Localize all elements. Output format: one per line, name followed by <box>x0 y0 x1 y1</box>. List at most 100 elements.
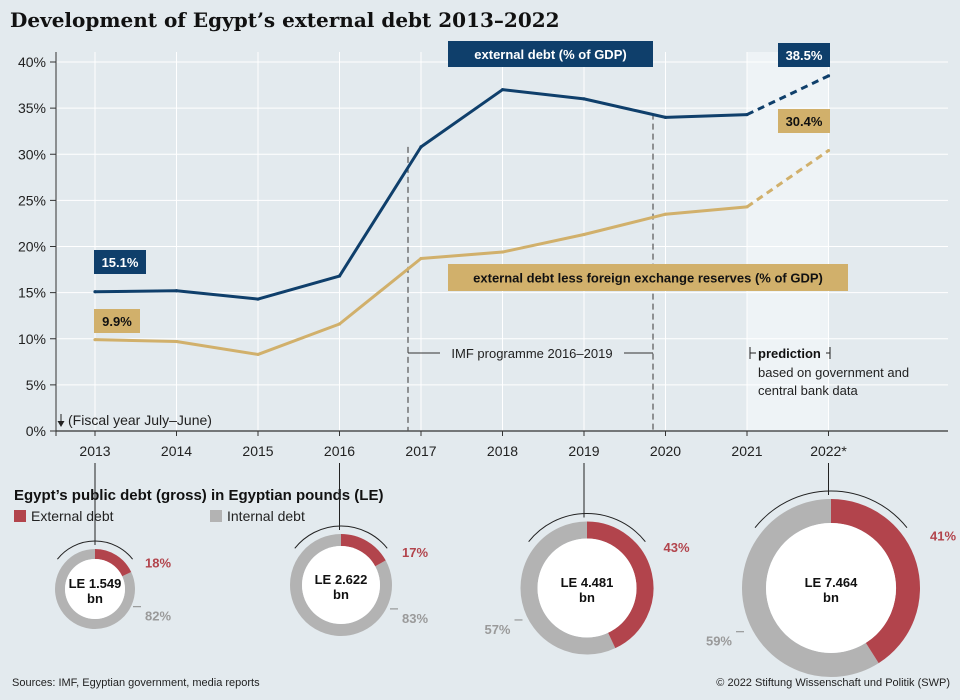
data-point <box>745 205 749 209</box>
prediction-note-line: based on government and <box>758 365 909 380</box>
donut-bracket-arc <box>294 525 388 549</box>
y-tick-label: 40% <box>18 54 46 70</box>
donut-segment-external <box>830 499 920 664</box>
sources-note: Sources: IMF, Egyptian government, media… <box>12 677 260 689</box>
donut-center <box>766 523 896 653</box>
data-point <box>174 339 179 344</box>
data-point <box>256 352 260 357</box>
series-prediction-0 <box>746 74 830 116</box>
value-label-2022-gold: 30.4% <box>786 114 823 129</box>
fiscal-year-arrowhead <box>57 421 65 427</box>
y-tick-label: 25% <box>18 192 46 208</box>
internal-share-label: 59% <box>706 634 732 649</box>
donut-segment-external <box>340 534 386 567</box>
legend-label-external-debt-box <box>448 41 653 67</box>
data-point <box>174 289 179 293</box>
x-tick-label: 2019 <box>568 443 599 459</box>
value-label-2022-blue: 38.5% <box>786 48 823 63</box>
donut-segment-internal <box>742 499 879 677</box>
data-point <box>582 232 586 237</box>
internal-share-label: 82% <box>145 609 171 624</box>
donut-bracket-arc <box>528 513 646 543</box>
donut-total-unit: bn <box>333 587 349 602</box>
external-share-label: 43% <box>664 540 690 555</box>
donut-total-label: LE 2.622 <box>315 572 368 587</box>
donut-total-unit: bn <box>87 591 103 606</box>
x-tick-label: 2016 <box>324 443 355 459</box>
series-prediction-1 <box>746 149 830 209</box>
x-tick-label: 2013 <box>79 443 110 459</box>
data-point <box>419 145 423 149</box>
data-point <box>337 274 342 278</box>
donut-center <box>537 538 637 638</box>
legend-item-label: Internal debt <box>227 508 305 524</box>
donut-segment-internal <box>520 521 616 655</box>
prediction-title: prediction <box>758 346 821 361</box>
y-tick-label: 35% <box>18 100 46 116</box>
copyright-note: © 2022 Stiftung Wissenschaft und Politik… <box>716 677 950 689</box>
legend-swatch <box>14 510 26 522</box>
y-tick-label: 10% <box>18 331 46 347</box>
external-share-label: 17% <box>402 545 428 560</box>
data-point <box>826 148 831 153</box>
data-point <box>419 256 423 261</box>
chart-title: Development of Egypt’s external debt 201… <box>10 8 560 32</box>
data-point <box>582 97 586 101</box>
y-tick-label: 20% <box>18 239 46 255</box>
legend-label-debt-less-reserves: external debt less foreign exchange rese… <box>473 271 823 286</box>
data-point <box>337 322 342 326</box>
legend-label-debt-less-reserves-box <box>448 264 848 291</box>
donut-segment-external <box>94 549 132 577</box>
legend-swatch <box>210 510 222 522</box>
data-point <box>663 115 668 119</box>
x-tick-label: 2021 <box>731 443 762 459</box>
x-tick-label: 2018 <box>487 443 518 459</box>
donut-segment-internal <box>290 534 392 636</box>
x-tick-label: 2020 <box>650 443 681 459</box>
donut-center <box>302 546 380 624</box>
legend-item-label: External debt <box>31 508 114 524</box>
data-point <box>663 212 668 216</box>
donut-total-unit: bn <box>579 590 595 605</box>
imf-programme-label: IMF programme 2016–2019 <box>451 346 612 361</box>
y-tick-label: 30% <box>18 146 46 162</box>
x-tick-label: 2015 <box>242 443 273 459</box>
legend-label-external-debt: external debt (% of GDP) <box>474 47 626 62</box>
internal-share-label: 83% <box>402 611 428 626</box>
external-share-label: 41% <box>930 528 956 543</box>
data-point <box>93 290 97 294</box>
donut-total-label: LE 7.464 <box>805 575 859 590</box>
y-tick-label: 15% <box>18 285 46 301</box>
donut-total-label: LE 4.481 <box>561 575 614 590</box>
fiscal-year-note: (Fiscal year July–June) <box>68 412 212 428</box>
y-tick-label: 0% <box>26 423 46 439</box>
data-point <box>256 297 260 301</box>
data-point <box>500 250 505 254</box>
value-label-2013-blue-box <box>94 250 146 274</box>
donut-total-unit: bn <box>823 590 839 605</box>
x-tick-label: 2017 <box>405 443 436 459</box>
data-point <box>826 74 831 78</box>
value-label-2022-gold-box <box>778 109 830 133</box>
value-label-2022-blue-box <box>778 43 830 67</box>
donut-center <box>65 559 125 619</box>
donut-bracket-arc <box>57 540 133 560</box>
donut-segment-external <box>586 521 654 649</box>
donut-section-title: Egypt’s public debt (gross) in Egyptian … <box>14 487 383 504</box>
external-share-label: 18% <box>145 555 171 570</box>
data-point <box>500 88 505 92</box>
donut-bracket-arc <box>754 490 908 529</box>
value-label-2013-gold: 9.9% <box>102 314 132 329</box>
y-tick-label: 5% <box>26 377 46 393</box>
x-tick-label: 2014 <box>161 443 192 459</box>
data-point <box>93 338 97 342</box>
donut-segment-internal <box>55 549 135 629</box>
value-label-2013-gold-box <box>94 309 140 333</box>
x-tick-label: 2022* <box>810 443 847 459</box>
prediction-note-line: central bank data <box>758 383 859 398</box>
donut-total-label: LE 1.549 <box>69 576 122 591</box>
internal-share-label: 57% <box>484 622 510 637</box>
data-point <box>745 112 749 117</box>
value-label-2013-blue: 15.1% <box>102 255 139 270</box>
